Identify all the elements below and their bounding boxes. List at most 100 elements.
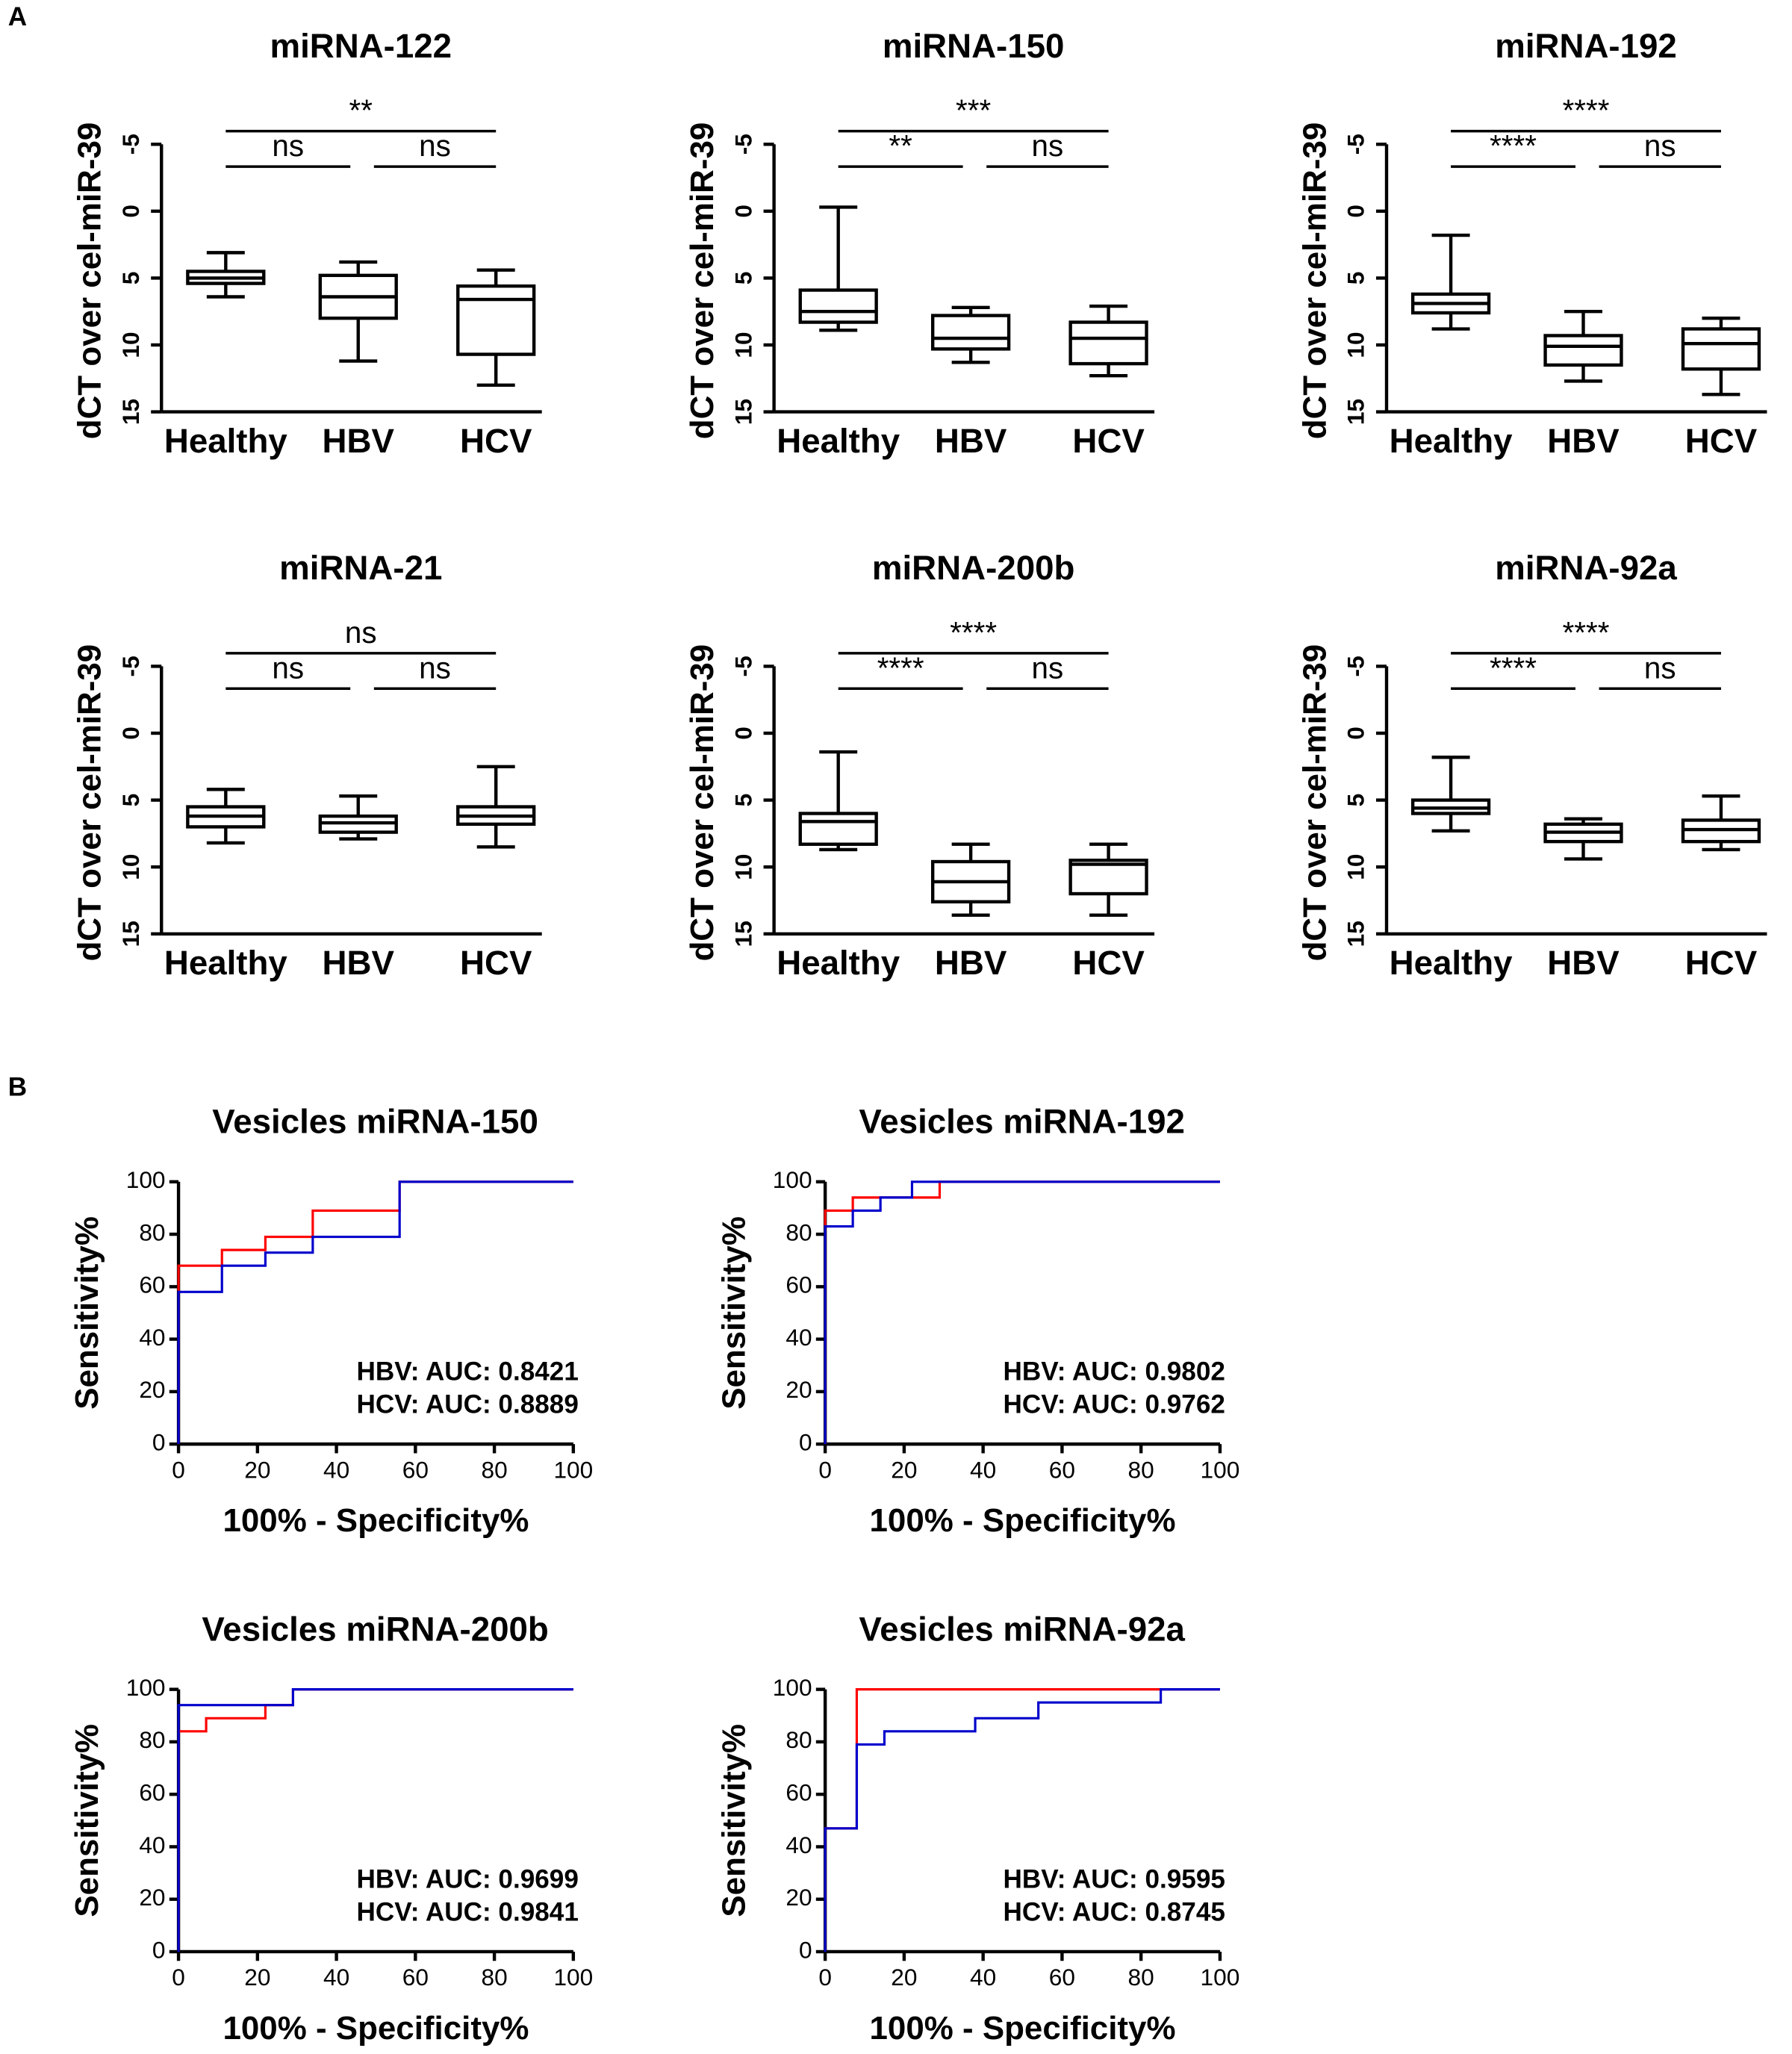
- y-tick-label: -5: [117, 656, 144, 676]
- y-tick-label: 60: [785, 1779, 812, 1806]
- x-tick-label: 20: [244, 1456, 270, 1483]
- x-tick-label: 0: [818, 1964, 832, 1991]
- y-tick-label: -5: [729, 656, 756, 676]
- x-tick-label: Healthy: [777, 422, 900, 460]
- y-tick-label: 40: [785, 1324, 812, 1351]
- y-tick-label: 20: [785, 1884, 812, 1911]
- x-tick-label: 100: [1201, 1456, 1240, 1483]
- significance-label: ****: [1490, 650, 1537, 685]
- roc-curve: [177, 1180, 573, 1445]
- box: [798, 812, 878, 846]
- y-tick-label: 5: [117, 794, 144, 807]
- significance-label: **: [349, 93, 373, 128]
- significance-label: ns: [419, 128, 451, 163]
- significance-label: ns: [1032, 650, 1064, 685]
- significance-label: ns: [1644, 128, 1676, 163]
- x-tick-label: 0: [172, 1456, 185, 1483]
- y-tick-label: 20: [139, 1884, 165, 1911]
- x-tick-label: 60: [1049, 1456, 1075, 1483]
- y-tick-label: -5: [1343, 134, 1369, 155]
- x-tick-label: 20: [244, 1964, 270, 1991]
- y-tick-label: 5: [729, 794, 756, 807]
- y-tick-label: 60: [139, 1779, 165, 1806]
- y-tick-label: 80: [139, 1219, 165, 1245]
- y-tick-label: 80: [139, 1726, 165, 1753]
- x-tick-label: HBV: [323, 422, 395, 460]
- chart-title: miRNA-150: [883, 27, 1065, 65]
- x-axis-label: 100% - Specificity%: [223, 1502, 529, 1539]
- y-tick-label: -5: [729, 134, 756, 155]
- y-tick-label: 5: [1343, 272, 1369, 285]
- x-tick-label: 20: [891, 1964, 917, 1991]
- box: [930, 314, 1011, 351]
- x-tick-label: 80: [1128, 1456, 1154, 1483]
- x-tick-label: HCV: [460, 944, 532, 982]
- y-tick-label: 40: [785, 1832, 812, 1858]
- significance-label: ns: [1644, 650, 1676, 685]
- y-tick-label: 10: [1343, 854, 1369, 880]
- chart-title: miRNA-122: [270, 27, 452, 65]
- x-tick-label: HCV: [1685, 944, 1758, 982]
- y-axis-label: dCT over cel-miR-39: [684, 122, 721, 440]
- y-tick-label: 5: [729, 272, 756, 285]
- y-axis-label: dCT over cel-miR-39: [1296, 644, 1333, 962]
- x-tick-label: 0: [818, 1456, 832, 1483]
- box: [1681, 327, 1761, 371]
- significance-label: ***: [956, 93, 991, 128]
- y-axis-label: dCT over cel-miR-39: [72, 644, 108, 962]
- box: [1068, 320, 1148, 366]
- y-tick-label: 0: [799, 1428, 812, 1455]
- y-tick-label: 10: [117, 854, 144, 880]
- y-tick-label: 20: [785, 1376, 812, 1403]
- y-tick-label: 10: [117, 332, 144, 358]
- significance-label: ****: [1563, 615, 1610, 650]
- x-tick-label: HBV: [935, 944, 1007, 982]
- y-tick-label: 60: [139, 1272, 165, 1298]
- legend-entry: HCV: AUC: 0.8889: [357, 1389, 579, 1419]
- x-tick-label: HBV: [1547, 944, 1620, 982]
- x-tick-label: 20: [891, 1456, 917, 1483]
- x-tick-label: 0: [172, 1964, 185, 1991]
- y-tick-label: 40: [139, 1324, 165, 1351]
- significance-label: ns: [272, 650, 304, 685]
- chart-title: miRNA-192: [1495, 27, 1677, 65]
- y-tick-label: 0: [1343, 205, 1369, 218]
- y-tick-label: 80: [785, 1726, 812, 1753]
- x-tick-label: 60: [402, 1456, 429, 1483]
- x-axis-label: 100% - Specificity%: [870, 2010, 1176, 2047]
- x-tick-label: Healthy: [777, 944, 900, 982]
- x-tick-label: HCV: [460, 422, 532, 460]
- x-tick-label: 40: [323, 1964, 349, 1991]
- y-tick-label: 10: [1343, 332, 1369, 358]
- significance-label: ****: [950, 615, 997, 650]
- y-tick-label: 0: [117, 726, 144, 740]
- chart-title: Vesicles miRNA-200b: [202, 1610, 548, 1648]
- x-tick-label: 80: [1128, 1964, 1154, 1991]
- y-tick-label: 100: [773, 1166, 812, 1193]
- legend-entry: HBV: AUC: 0.9595: [1004, 1864, 1225, 1893]
- chart-title: miRNA-92a: [1495, 549, 1677, 587]
- box: [1543, 334, 1623, 367]
- significance-label: ns: [419, 650, 451, 685]
- y-tick-label: 10: [729, 332, 756, 358]
- y-tick-label: 0: [729, 205, 756, 218]
- significance-label: ns: [1032, 128, 1064, 163]
- chart-title: Vesicles miRNA-150: [212, 1103, 538, 1141]
- legend-entry: HCV: AUC: 0.8745: [1004, 1897, 1225, 1926]
- significance-label: ****: [1563, 93, 1610, 128]
- y-tick-label: -5: [117, 134, 144, 155]
- x-axis-label: 100% - Specificity%: [870, 1502, 1176, 1539]
- y-tick-label: -5: [1343, 656, 1369, 676]
- x-tick-label: HBV: [935, 422, 1007, 460]
- y-tick-label: 40: [139, 1832, 165, 1858]
- x-tick-label: 80: [482, 1456, 508, 1483]
- legend-entry: HBV: AUC: 0.8421: [357, 1357, 579, 1387]
- x-tick-label: 40: [970, 1964, 996, 1991]
- legend-entry: HCV: AUC: 0.9841: [357, 1897, 579, 1926]
- x-tick-label: HCV: [1072, 944, 1145, 982]
- significance-label: ns: [272, 128, 304, 163]
- chart-title: Vesicles miRNA-192: [859, 1103, 1185, 1141]
- x-tick-label: HBV: [323, 944, 395, 982]
- y-tick-label: 15: [729, 921, 756, 947]
- y-tick-label: 5: [117, 272, 144, 285]
